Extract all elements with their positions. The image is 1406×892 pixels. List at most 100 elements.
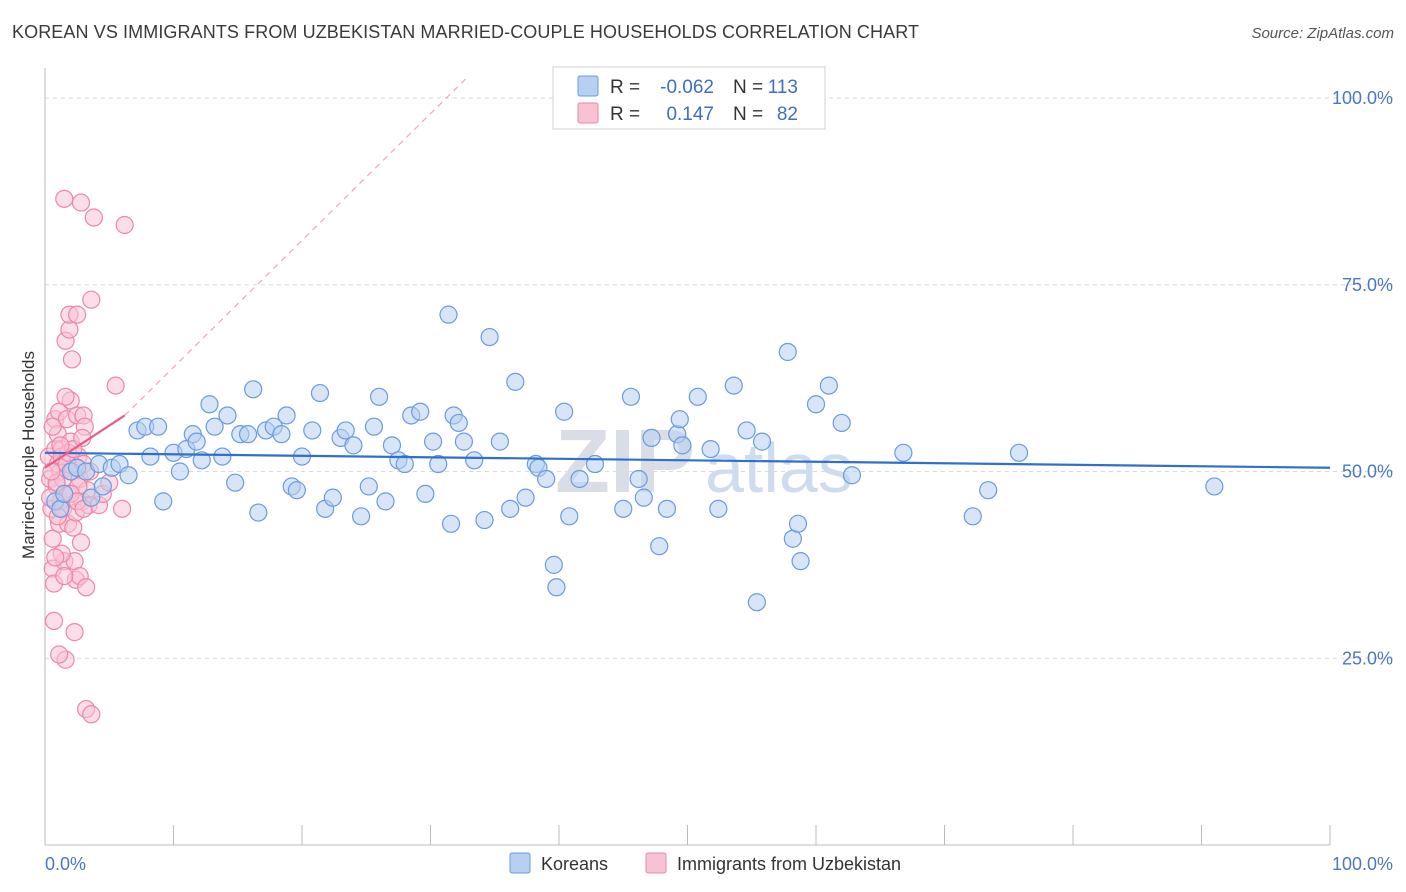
- uzbek-point: [42, 462, 61, 481]
- korean-point: [614, 499, 633, 518]
- korean-point: [778, 342, 797, 362]
- korean-point: [411, 402, 430, 421]
- y-tick-label: 75.0%: [1342, 275, 1393, 295]
- korean-point: [119, 466, 138, 485]
- legend-n-label-koreans: N =: [733, 77, 763, 98]
- korean-point: [475, 510, 494, 530]
- uzbek-point: [112, 499, 132, 518]
- trend-lines: [44, 75, 1331, 469]
- korean-point: [187, 432, 206, 451]
- korean-point: [218, 406, 237, 425]
- uzbek-point: [56, 387, 75, 406]
- korean-point: [963, 507, 982, 526]
- uzbek-point: [82, 705, 101, 724]
- korean-point: [205, 417, 224, 436]
- grid-lines: [45, 97, 1393, 659]
- korean-point: [791, 552, 810, 571]
- y-tick-label: 100.0%: [1332, 88, 1393, 108]
- korean-point: [752, 432, 772, 451]
- korean-point: [344, 436, 363, 455]
- y-tick-labels: 100.0% 75.0% 50.0% 25.0%: [1332, 88, 1393, 668]
- korean-point: [642, 428, 661, 447]
- korean-point: [688, 387, 707, 406]
- korean-point: [894, 443, 913, 462]
- korean-point: [832, 413, 851, 433]
- korean-point: [376, 492, 395, 511]
- korean-point: [673, 436, 692, 455]
- y-axis-title: Married-couple Households: [19, 351, 38, 559]
- korean-point: [439, 305, 458, 324]
- bottom-legend-swatch-uzbek: [645, 852, 667, 874]
- legend-n-value-uzbek: 82: [777, 104, 798, 125]
- uzbek-point: [82, 290, 101, 309]
- uzbek-point: [115, 215, 134, 235]
- korean-point: [516, 488, 535, 507]
- korean-point: [359, 477, 378, 496]
- korean-point: [501, 499, 520, 518]
- korean-point: [544, 555, 563, 574]
- korean-point: [449, 413, 468, 433]
- chart-title: KOREAN VS IMMIGRANTS FROM UZBEKISTAN MAR…: [12, 22, 920, 42]
- korean-point: [303, 421, 322, 440]
- legend-r-label-uzbek: R =: [610, 104, 640, 125]
- uzbek-point: [77, 578, 96, 597]
- korean-point: [395, 454, 414, 474]
- korean-point: [277, 406, 296, 425]
- korean-point: [547, 578, 566, 597]
- bottom-legend-label-uzbek: Immigrants from Uzbekistan: [677, 854, 901, 874]
- korean-point: [287, 481, 306, 500]
- korean-point: [192, 451, 211, 470]
- korean-point: [670, 410, 689, 429]
- korean-point: [570, 469, 589, 489]
- korean-point: [1205, 477, 1224, 496]
- korean-point: [490, 432, 509, 451]
- uzbek-point: [65, 623, 84, 642]
- korean-point: [170, 462, 190, 481]
- korean-point: [819, 376, 838, 395]
- korean-point: [370, 387, 389, 406]
- x-tick-label-max: 100.0%: [1332, 854, 1393, 874]
- korean-point: [555, 402, 574, 421]
- uzbek-point: [51, 436, 70, 455]
- korean-point: [200, 395, 219, 414]
- korean-point: [249, 503, 268, 522]
- korean-point: [709, 499, 728, 518]
- korean-point: [238, 425, 258, 444]
- korean-point: [537, 469, 556, 489]
- korean-point: [788, 514, 808, 533]
- uzbek-point: [84, 208, 103, 227]
- korean-point: [737, 421, 756, 440]
- korean-point: [621, 387, 641, 406]
- legend-swatch-uzbek: [577, 102, 599, 124]
- uzbek-point: [106, 376, 125, 395]
- uzbek-point: [68, 305, 87, 324]
- korean-point: [979, 481, 998, 500]
- legend-r-value-uzbek: 0.147: [666, 104, 714, 125]
- korean-point: [629, 469, 648, 489]
- korean-point: [226, 473, 245, 492]
- korean-point: [51, 499, 70, 518]
- x-tick-labels: 0.0% 100.0%: [45, 854, 1393, 874]
- korean-point: [323, 488, 342, 507]
- bottom-legend-swatch-koreans: [509, 852, 531, 874]
- uzbek-point: [71, 533, 91, 552]
- legend-n-label-uzbek: N =: [733, 104, 763, 125]
- korean-point: [657, 499, 677, 518]
- korean-point: [148, 417, 168, 436]
- korean-point: [560, 507, 579, 526]
- korean-point: [806, 395, 826, 414]
- korean-point: [465, 451, 484, 470]
- korean-point: [55, 484, 74, 504]
- y-tick-label: 25.0%: [1342, 648, 1393, 668]
- uzbek-point: [55, 566, 74, 586]
- korean-point: [336, 421, 355, 440]
- korean-point: [423, 432, 443, 451]
- korean-point: [1009, 443, 1029, 462]
- korean-point: [724, 376, 743, 395]
- korean-point: [141, 447, 160, 466]
- uzbek-trend-line: [44, 414, 126, 469]
- korean-point: [454, 432, 474, 451]
- uzbek-trend-extension: [124, 75, 470, 416]
- legend-r-label-koreans: R =: [610, 77, 640, 98]
